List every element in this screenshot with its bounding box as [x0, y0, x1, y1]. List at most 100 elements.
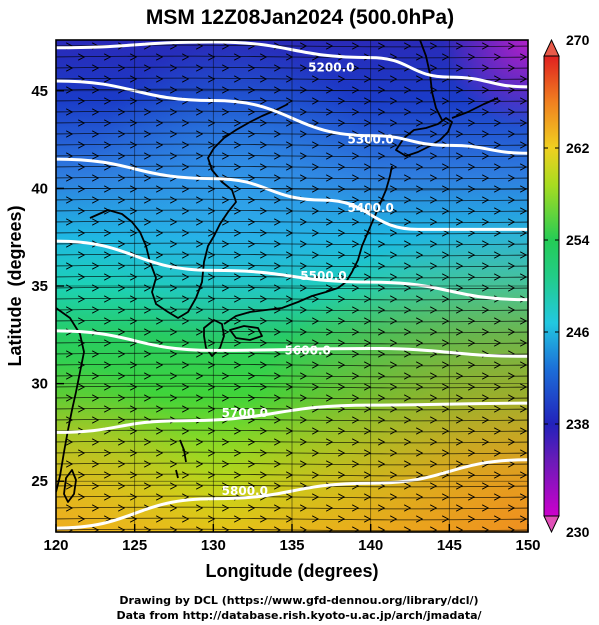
- wind-arrow: [325, 218, 334, 226]
- wind-arrow: [221, 240, 230, 248]
- wind-arrow: [247, 504, 256, 512]
- wind-arrow: [337, 515, 346, 523]
- wind-arrow: [519, 383, 528, 391]
- wind-arrow: [129, 493, 138, 501]
- wind-arrow: [493, 471, 502, 479]
- wind-arrow: [363, 75, 372, 83]
- wind-arrow: [467, 449, 476, 457]
- wind-arrow: [481, 240, 490, 248]
- wind-arrow: [259, 471, 268, 479]
- wind-arrow: [429, 460, 438, 468]
- wind-arrow: [389, 471, 398, 479]
- wind-arrow: [103, 141, 112, 149]
- wind-arrow: [481, 416, 490, 424]
- wind-arrow: [493, 53, 502, 61]
- wind-arrow: [77, 229, 86, 237]
- wind-arrow: [507, 196, 516, 204]
- wind-arrow: [143, 196, 152, 204]
- wind-arrow: [233, 361, 242, 369]
- contour-label: 5700.0: [222, 406, 268, 420]
- wind-arrow: [507, 262, 516, 270]
- wind-arrow: [103, 97, 112, 105]
- wind-arrow: [481, 504, 490, 512]
- wind-arrow: [403, 482, 412, 490]
- x-tick-label: 125: [122, 537, 147, 554]
- wind-arrow: [429, 42, 438, 50]
- wind-arrow: [273, 504, 282, 512]
- wind-arrow: [233, 141, 242, 149]
- wind-arrow: [507, 482, 516, 490]
- wind-arrow: [103, 493, 112, 501]
- wind-arrow: [91, 86, 100, 94]
- wind-arrow: [363, 515, 372, 523]
- wind-arrow: [195, 130, 204, 138]
- wind-arrow: [325, 504, 334, 512]
- wind-arrow: [519, 185, 528, 193]
- wind-arrow: [129, 361, 138, 369]
- hokkaido: [395, 117, 453, 157]
- wind-arrow: [403, 394, 412, 402]
- wind-arrow: [143, 108, 152, 116]
- wind-arrow: [233, 317, 242, 325]
- wind-arrow: [155, 273, 164, 281]
- wind-arrow: [117, 504, 126, 512]
- wind-arrow: [155, 471, 164, 479]
- wind-arrow: [233, 75, 242, 83]
- y-tick-label: 40: [31, 180, 48, 197]
- wind-arrow: [467, 163, 476, 171]
- wind-arrow: [77, 405, 86, 413]
- wind-arrow: [221, 196, 230, 204]
- wind-arrow: [363, 185, 372, 193]
- wind-arrow: [65, 306, 74, 314]
- wind-arrow: [519, 119, 528, 127]
- wind-arrow: [207, 229, 216, 237]
- wind-arrow: [103, 185, 112, 193]
- wind-arrow: [441, 449, 450, 457]
- wind-arrow: [65, 482, 74, 490]
- wind-arrow: [363, 317, 372, 325]
- wind-arrow: [415, 405, 424, 413]
- wind-arrow: [169, 218, 178, 226]
- wind-arrow: [195, 328, 204, 336]
- wind-arrow: [325, 108, 334, 116]
- wind-arrow: [351, 174, 360, 182]
- wind-arrow: [337, 207, 346, 215]
- wind-arrow: [481, 372, 490, 380]
- wind-arrow: [169, 350, 178, 358]
- wind-arrow: [273, 350, 282, 358]
- wind-arrow: [221, 86, 230, 94]
- wind-arrow: [273, 130, 282, 138]
- wind-arrow: [337, 295, 346, 303]
- wind-arrow: [259, 317, 268, 325]
- wind-arrow: [455, 262, 464, 270]
- wind-arrow: [155, 515, 164, 523]
- wind-arrow: [415, 119, 424, 127]
- wind-arrow: [273, 438, 282, 446]
- wind-arrow: [519, 97, 528, 105]
- wind-arrow: [195, 350, 204, 358]
- wind-arrow: [519, 317, 528, 325]
- wind-arrow: [103, 449, 112, 457]
- wind-arrow: [129, 273, 138, 281]
- wind-arrow: [207, 405, 216, 413]
- footer-credit: Drawing by DCL (https://www.gfd-dennou.o…: [119, 594, 478, 607]
- wind-arrow: [195, 86, 204, 94]
- wind-arrow: [117, 306, 126, 314]
- wind-arrow: [415, 75, 424, 83]
- wind-arrow: [389, 339, 398, 347]
- wind-arrow: [441, 317, 450, 325]
- wind-arrow: [169, 328, 178, 336]
- wind-arrow: [377, 86, 386, 94]
- x-axis-ticks: 120 125 130 135 140 145 150: [43, 524, 541, 554]
- wind-arrow: [507, 526, 516, 532]
- wind-arrow: [389, 119, 398, 127]
- wind-arrow: [77, 317, 86, 325]
- wind-arrow: [377, 306, 386, 314]
- wind-arrow: [169, 372, 178, 380]
- wind-arrow: [351, 526, 360, 532]
- wind-arrow: [493, 185, 502, 193]
- wind-arrow: [207, 273, 216, 281]
- wind-arrow: [91, 174, 100, 182]
- wind-arrow: [181, 383, 190, 391]
- wind-arrow: [507, 460, 516, 468]
